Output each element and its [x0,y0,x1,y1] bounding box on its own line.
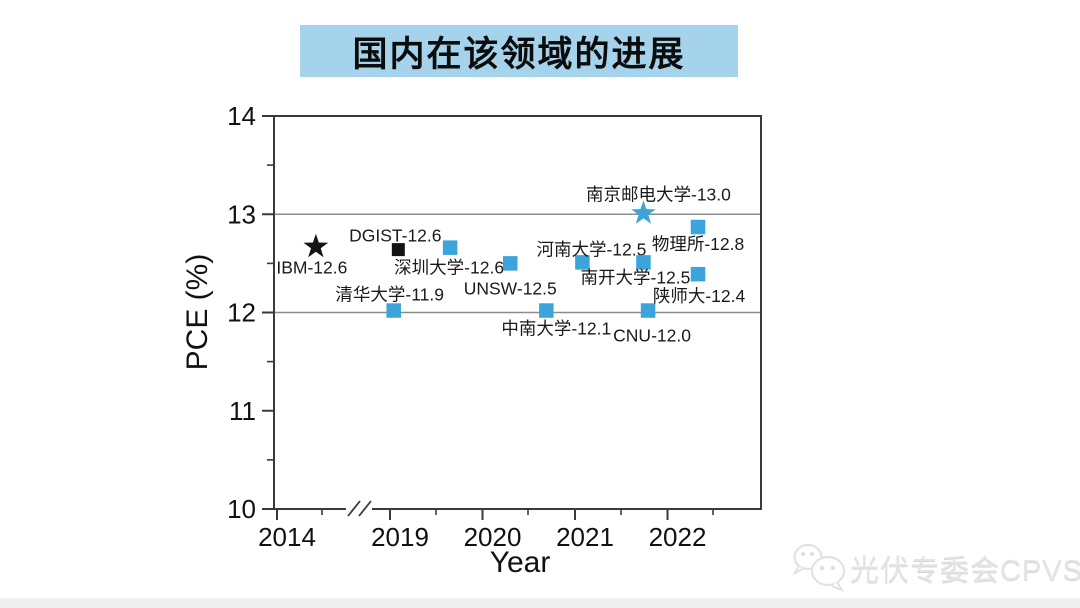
x-tick-label-2014: 2014 [258,522,316,552]
data-point-njupt [631,200,656,224]
data-point-label-ibm: IBM-12.6 [276,258,347,278]
data-point-label-csu: 中南大学-12.1 [501,319,611,339]
x-axis-label: Year [490,546,551,579]
data-point-label-iop: 物理所-12.8 [652,234,744,254]
slide-title-banner: 国内在该领域的进展 [300,25,738,77]
data-point-shenzhen-univ [442,240,458,255]
y-axis-label: PCE (%) [181,254,214,371]
data-point-label-njupt: 南京邮电大学-13.0 [586,184,731,204]
y-tick-label-14: 14 [227,101,256,131]
axis-break-slash-1 [347,500,361,517]
x-tick-label-2020: 2020 [464,522,522,552]
data-point-label-shenzhen-univ: 深圳大学-12.6 [394,258,504,278]
data-point-tsinghua [386,303,401,318]
x-tick-label-2022: 2022 [649,522,707,552]
watermark-text: 光伏专委会CPVS [850,555,1080,587]
data-point-iop [690,219,706,235]
data-point-ibm [303,233,329,258]
axis-break-gap [346,506,372,513]
slide-title: 国内在该领域的进展 [352,34,686,74]
data-point-label-cnu: CNU-12.0 [613,326,691,346]
x-tick-label-2021: 2021 [556,522,614,552]
data-point-snnu [690,266,706,282]
y-tick-label-11: 11 [229,396,256,426]
data-point-label-snnu: 陕师大-12.4 [653,286,746,306]
data-point-label-dgist: DGIST-12.6 [349,226,441,246]
bottom-edge-strip [0,598,1080,608]
axis-break-slash-2 [358,500,372,517]
data-point-henan-univ [575,255,590,270]
data-point-label-nankai: 南开大学-12.5 [581,267,691,287]
y-tick-label-10: 10 [227,494,256,524]
x-tick-label-2019: 2019 [371,522,429,552]
data-point-unsw [503,256,518,271]
y-tick-label-12: 12 [227,298,256,328]
data-point-dgist [391,243,405,257]
wechat-logo-icon [792,543,846,593]
data-point-label-unsw: UNSW-12.5 [464,278,557,298]
data-point-label-henan-univ: 河南大学-12.5 [536,239,646,259]
data-point-label-tsinghua: 清华大学-11.9 [335,285,444,305]
data-point-csu [539,303,554,318]
data-point-cnu [640,303,656,318]
watermark: 光伏专委会CPVS [790,540,1080,596]
data-point-nankai [636,255,651,270]
y-tick-label-13: 13 [227,199,256,229]
